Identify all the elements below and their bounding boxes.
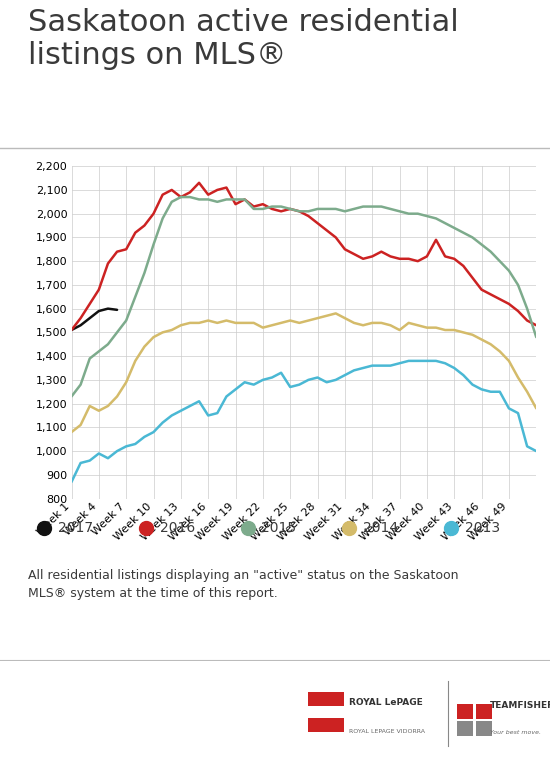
- Bar: [476, 721, 492, 736]
- Bar: [456, 703, 473, 719]
- Text: ROYAL LEPAGE VIDORRA: ROYAL LEPAGE VIDORRA: [349, 730, 425, 734]
- Text: All residential listings displaying an "active" status on the Saskatoon
MLS® sys: All residential listings displaying an "…: [28, 569, 458, 600]
- Text: 2015: 2015: [261, 520, 296, 535]
- Text: TEAMFISHER: TEAMFISHER: [490, 701, 550, 710]
- Text: ROYAL LePAGE: ROYAL LePAGE: [349, 698, 423, 707]
- Text: 2014: 2014: [363, 520, 398, 535]
- Bar: [476, 703, 492, 719]
- Text: 2016: 2016: [160, 520, 195, 535]
- Text: 2017: 2017: [58, 520, 93, 535]
- Bar: [456, 721, 473, 736]
- Bar: [308, 718, 344, 732]
- Bar: [308, 692, 344, 706]
- Text: Your best move.: Your best move.: [490, 730, 541, 735]
- Text: Saskatoon active residential
listings on MLS®: Saskatoon active residential listings on…: [28, 8, 458, 70]
- Text: 2013: 2013: [465, 520, 500, 535]
